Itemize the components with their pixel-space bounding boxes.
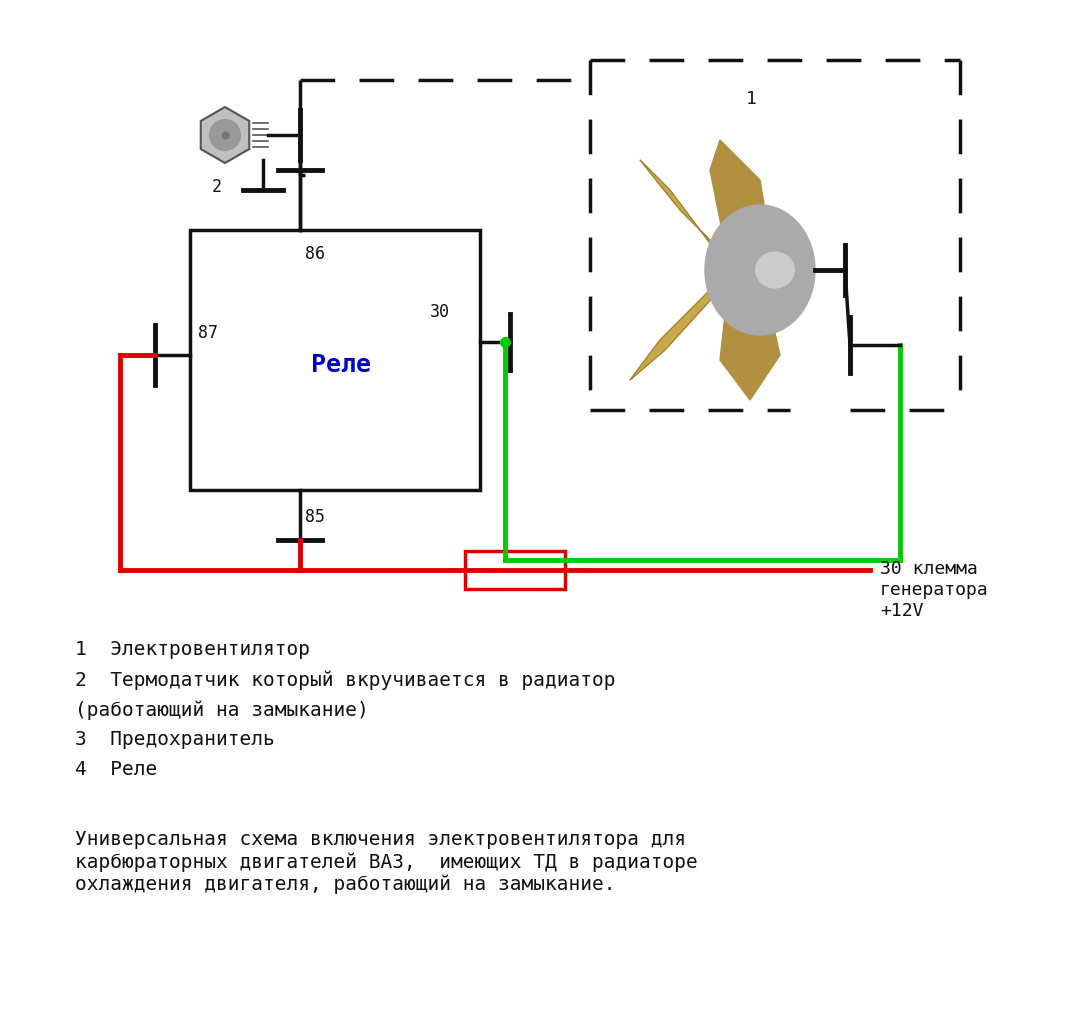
Text: 1: 1 [745,90,756,108]
Text: 2  Термодатчик который вкручивается в радиатор: 2 Термодатчик который вкручивается в рад… [75,670,616,689]
Polygon shape [630,270,730,380]
Text: Реле: Реле [311,353,370,377]
Text: 2: 2 [212,178,222,196]
Ellipse shape [705,205,815,335]
Polygon shape [201,107,249,163]
Text: 87: 87 [198,324,218,342]
Text: Универсальная схема включения электровентилятора для
карбюраторных двигателей ВА: Универсальная схема включения электровен… [75,830,698,894]
Ellipse shape [756,252,794,288]
Text: 85: 85 [306,508,325,526]
Polygon shape [710,140,770,270]
Bar [465,551,565,589]
Text: 30 клемма
генератора
+12V: 30 клемма генератора +12V [880,560,989,620]
Text: 86: 86 [306,245,325,263]
Text: 3  Предохранитель: 3 Предохранитель [75,730,274,749]
Text: 30: 30 [430,303,450,321]
Text: 1  Электровентилятор: 1 Электровентилятор [75,640,310,659]
Circle shape [210,120,241,150]
Text: (работающий на замыкание): (работающий на замыкание) [75,700,368,719]
Polygon shape [640,160,730,270]
Text: 4  Реле: 4 Реле [75,760,158,779]
Bar [190,230,480,490]
Polygon shape [720,270,780,400]
